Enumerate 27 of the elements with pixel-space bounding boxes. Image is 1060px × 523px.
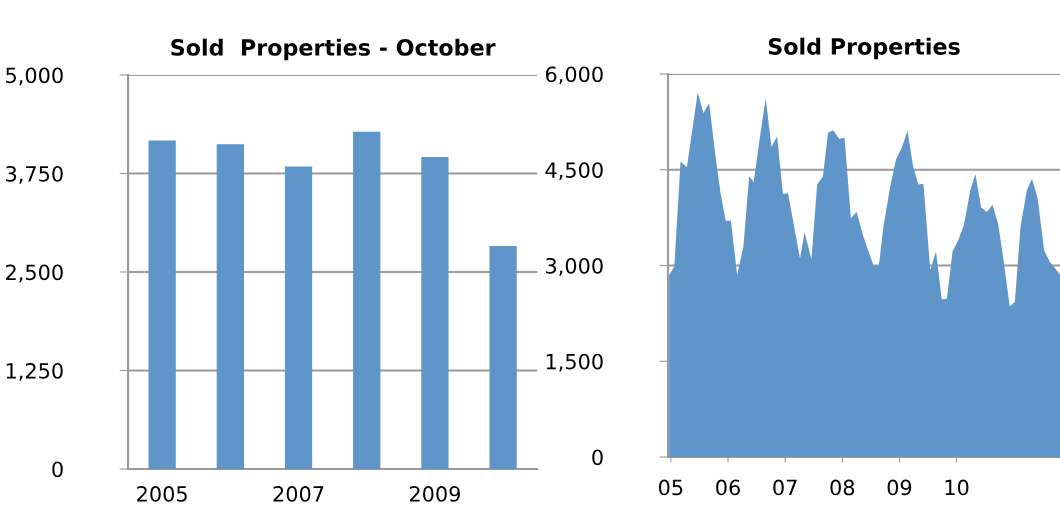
bar [284, 166, 313, 469]
y-tick-label: 0 [592, 449, 603, 466]
y-tick-label: 4,500 [545, 162, 603, 181]
y-tick-label: 2,500 [6, 264, 63, 283]
bar [216, 144, 244, 469]
bar [353, 131, 381, 469]
y-tick-label: 1,500 [546, 353, 603, 372]
bar [421, 156, 449, 469]
y-tick-label: 3,000 [546, 257, 603, 276]
x-tick-label: 2007 [273, 486, 324, 502]
x-tick-label: 2005 [137, 486, 187, 502]
x-tick-label: 05 [658, 479, 683, 496]
y-tick-label: 6,000 [545, 66, 603, 85]
y-tick-label: 0 [52, 461, 63, 478]
x-tick-label: 07 [773, 479, 797, 496]
y-tick-label: 3,750 [6, 165, 63, 184]
x-tick-label: 2009 [409, 486, 460, 502]
x-tick-label: 08 [830, 479, 855, 496]
bar [489, 245, 517, 469]
x-tick-label: 09 [887, 479, 912, 496]
chart-title: Sold Properties - October [171, 38, 496, 61]
y-tick-label: 1,250 [6, 362, 63, 381]
y-tick-label: 5,000 [6, 67, 63, 86]
x-tick-label: 06 [716, 479, 740, 496]
x-tick-label: 10 [945, 479, 969, 496]
bar [148, 140, 176, 469]
chart-title: Sold Properties [768, 37, 960, 60]
